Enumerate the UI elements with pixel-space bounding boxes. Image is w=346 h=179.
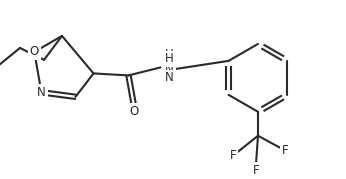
Text: N: N <box>164 71 173 84</box>
Text: F: F <box>253 164 259 177</box>
Text: O: O <box>129 105 138 118</box>
Text: H: H <box>164 52 173 66</box>
Text: F: F <box>282 144 288 157</box>
Text: N: N <box>37 86 46 99</box>
Text: O: O <box>30 45 39 58</box>
Text: F: F <box>230 149 236 162</box>
Text: H
N: H N <box>165 49 174 76</box>
